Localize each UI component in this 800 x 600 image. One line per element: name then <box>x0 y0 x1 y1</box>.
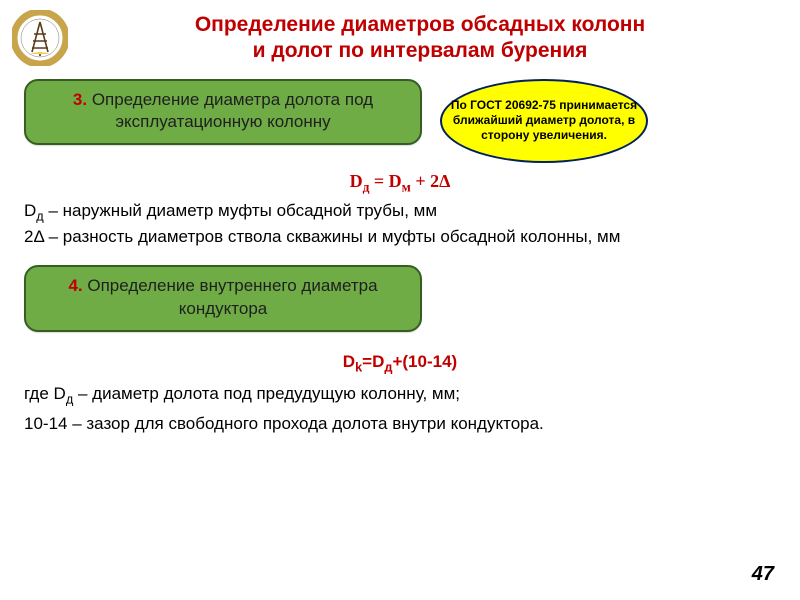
def-2delta: 2Δ – разность диаметров ствола скважины … <box>24 227 776 247</box>
step-3-text: Определение диаметра долота под эксплуат… <box>87 90 373 131</box>
slide-title: Определение диаметров обсадных колонн и … <box>84 12 756 65</box>
gost-note: По ГОСТ 20692-75 принимается ближайший д… <box>440 79 648 163</box>
page-number: 47 <box>752 563 774 586</box>
university-logo <box>12 10 68 66</box>
definitions-2: где Dд – диаметр долота под предудущую к… <box>24 384 776 434</box>
title-line-2: и долот по интервалам бурения <box>253 39 588 62</box>
formula-1: Dд = Dм + 2Δ <box>24 171 776 196</box>
formula-2: Dk=Dд+(10-14) <box>24 352 776 374</box>
step-4-number: 4. <box>68 276 82 295</box>
definitions-1: Dд – наружный диаметр муфты обсадной тру… <box>24 201 776 247</box>
step-4-text: Определение внутреннего диаметра кондукт… <box>83 276 378 317</box>
def-d-sub-d: Dд – наружный диаметр муфты обсадной тру… <box>24 201 776 223</box>
gost-text: По ГОСТ 20692-75 принимается ближайший д… <box>450 98 638 143</box>
def-d-sub-d-bit: где Dд – диаметр долота под предудущую к… <box>24 384 776 406</box>
title-line-1: Определение диаметров обсадных колонн <box>195 13 645 36</box>
step-3-box: 3. Определение диаметра долота под экспл… <box>24 79 422 145</box>
def-clearance: 10-14 – зазор для свободного прохода дол… <box>24 414 776 434</box>
step-4-box: 4. Определение внутреннего диаметра конд… <box>24 265 422 331</box>
step-3-number: 3. <box>73 90 87 109</box>
